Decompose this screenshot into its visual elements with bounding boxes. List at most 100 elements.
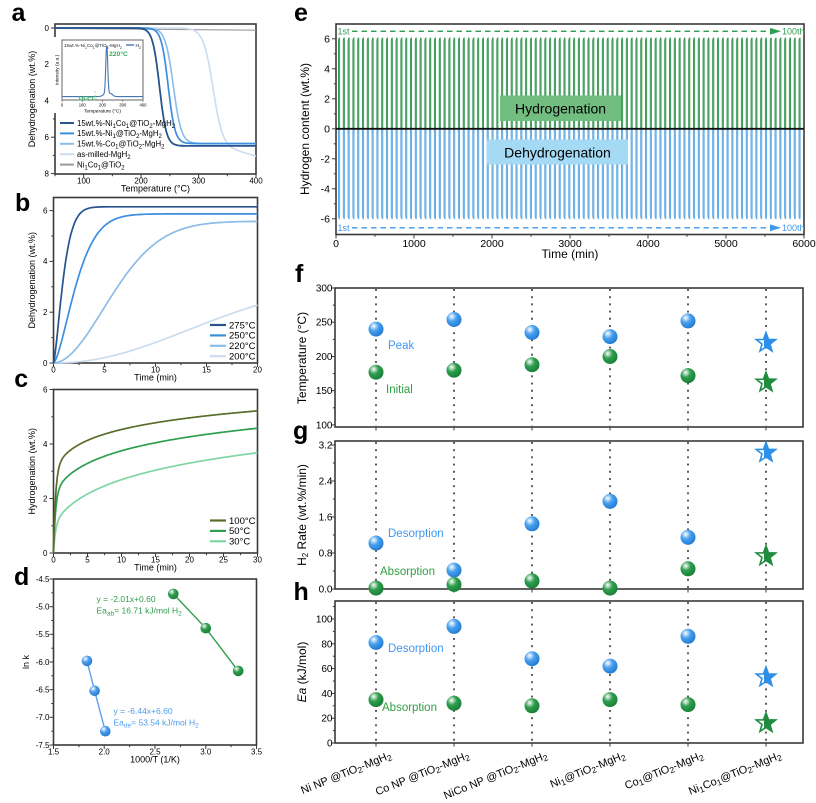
svg-text:2: 2 — [324, 93, 330, 105]
svg-text:4: 4 — [324, 63, 330, 75]
svg-text:Absorption: Absorption — [380, 566, 435, 578]
svg-text:Time (min): Time (min) — [134, 373, 177, 383]
svg-text:400: 400 — [140, 103, 148, 108]
svg-text:H2 Rate (wt.%/min): H2 Rate (wt.%/min) — [295, 464, 310, 566]
svg-text:Temperature (°C): Temperature (°C) — [84, 109, 121, 115]
svg-text:150: 150 — [316, 386, 333, 397]
svg-text:6: 6 — [43, 206, 48, 215]
svg-text:1000/T (1/K): 1000/T (1/K) — [130, 755, 180, 765]
svg-text:-6.5: -6.5 — [36, 686, 50, 695]
svg-text:20: 20 — [185, 556, 194, 565]
svg-text:-4.5: -4.5 — [36, 575, 50, 584]
svg-text:Hydrogenation (wt.%): Hydrogenation (wt.%) — [27, 428, 37, 515]
svg-text:y = -2.01x+0.60: y = -2.01x+0.60 — [97, 594, 156, 604]
svg-text:100: 100 — [316, 420, 333, 431]
svg-text:200°C: 200°C — [229, 352, 256, 363]
svg-text:4: 4 — [43, 257, 48, 266]
svg-text:2000: 2000 — [480, 238, 504, 250]
svg-text:-6: -6 — [321, 213, 330, 225]
svg-text:1.6: 1.6 — [319, 513, 333, 524]
svg-text:200: 200 — [99, 103, 107, 108]
svg-text:-5.5: -5.5 — [36, 630, 50, 639]
svg-text:Desorption: Desorption — [388, 528, 444, 540]
svg-text:30°C: 30°C — [229, 537, 250, 548]
svg-text:-6.0: -6.0 — [36, 658, 50, 667]
svg-text:100th: 100th — [782, 223, 805, 233]
svg-text:Dehydrogenation (wt.%): Dehydrogenation (wt.%) — [27, 51, 37, 148]
svg-text:300: 300 — [119, 103, 127, 108]
svg-text:6: 6 — [43, 385, 48, 394]
svg-text:3000: 3000 — [558, 238, 582, 250]
svg-text:5: 5 — [102, 366, 107, 375]
svg-text:220°C: 220°C — [109, 50, 128, 58]
svg-text:400: 400 — [249, 177, 263, 186]
svg-text:Ea (kJ/mol): Ea (kJ/mol) — [295, 642, 309, 703]
svg-text:-7.0: -7.0 — [36, 713, 50, 722]
svg-text:80: 80 — [321, 639, 333, 650]
svg-text:2: 2 — [43, 494, 48, 503]
svg-text:0: 0 — [51, 556, 56, 565]
svg-text:40: 40 — [321, 689, 333, 700]
svg-text:-4: -4 — [321, 183, 330, 195]
svg-text:Dehydrogenation: Dehydrogenation — [504, 145, 611, 161]
svg-text:200: 200 — [316, 352, 333, 363]
svg-text:50°C: 50°C — [229, 526, 250, 537]
svg-text:3.0: 3.0 — [200, 748, 212, 757]
svg-text:H2: H2 — [136, 43, 141, 50]
svg-text:Peak: Peak — [388, 340, 414, 352]
svg-text:-5.0: -5.0 — [36, 603, 50, 612]
svg-text:2: 2 — [45, 60, 50, 69]
svg-text:Eaab= 16.71 kJ/mol H2: Eaab= 16.71 kJ/mol H2 — [97, 606, 183, 618]
svg-text:Time (min): Time (min) — [134, 563, 177, 573]
svg-text:5: 5 — [85, 556, 90, 565]
svg-text:Temperature (°C): Temperature (°C) — [121, 184, 190, 194]
svg-text:15wt.%-Ni1@TiO2-MgH2: 15wt.%-Ni1@TiO2-MgH2 — [77, 129, 162, 140]
svg-text:300: 300 — [192, 177, 206, 186]
svg-text:6000: 6000 — [792, 238, 816, 250]
svg-text:0: 0 — [45, 24, 50, 33]
svg-text:Hydrogen content (wt.%): Hydrogen content (wt.%) — [298, 63, 312, 195]
svg-text:6: 6 — [45, 133, 50, 142]
svg-text:15wt.%-Co1@TiO2-MgH2: 15wt.%-Co1@TiO2-MgH2 — [77, 140, 165, 151]
svg-text:0.8: 0.8 — [319, 549, 333, 560]
svg-text:Initial: Initial — [386, 384, 413, 396]
svg-text:Eade= 53.54 kJ/mol H2: Eade= 53.54 kJ/mol H2 — [114, 718, 200, 730]
svg-text:1st: 1st — [338, 26, 351, 36]
svg-text:250°C: 250°C — [229, 331, 256, 342]
svg-text:2: 2 — [43, 308, 48, 317]
svg-text:Absorption: Absorption — [382, 702, 437, 714]
svg-text:2.0: 2.0 — [99, 748, 111, 757]
svg-text:1.5: 1.5 — [48, 748, 60, 757]
svg-text:0: 0 — [43, 359, 48, 368]
svg-text:1000: 1000 — [402, 238, 426, 250]
svg-text:100: 100 — [79, 103, 87, 108]
svg-text:0: 0 — [324, 123, 330, 135]
svg-text:5000: 5000 — [714, 238, 738, 250]
svg-text:Temperature (°C): Temperature (°C) — [295, 312, 309, 404]
svg-text:8: 8 — [45, 169, 50, 178]
svg-text:0: 0 — [327, 739, 333, 750]
svg-text:100°C: 100°C — [229, 516, 256, 527]
svg-text:0: 0 — [333, 238, 339, 250]
svg-text:Ni1Co1@TiO2: Ni1Co1@TiO2 — [77, 160, 125, 171]
svg-text:275°C: 275°C — [229, 320, 256, 331]
svg-text:0: 0 — [43, 549, 48, 558]
svg-text:60: 60 — [321, 664, 333, 675]
svg-text:20: 20 — [321, 714, 333, 725]
svg-text:2.4: 2.4 — [319, 477, 333, 488]
svg-text:300: 300 — [316, 284, 333, 295]
svg-text:-2: -2 — [321, 153, 330, 165]
svg-text:ln k: ln k — [21, 655, 31, 670]
svg-text:0: 0 — [61, 103, 64, 108]
svg-text:15wt.%-Ni1Co1@TiO2-MgH2: 15wt.%-Ni1Co1@TiO2-MgH2 — [77, 119, 176, 130]
svg-text:0: 0 — [51, 366, 56, 375]
svg-text:163°C: 163°C — [78, 95, 97, 103]
svg-text:25: 25 — [219, 556, 228, 565]
svg-text:10: 10 — [117, 556, 126, 565]
svg-text:15: 15 — [202, 366, 211, 375]
svg-text:100th: 100th — [782, 27, 805, 37]
svg-text:as-milled-MgH2: as-milled-MgH2 — [77, 150, 131, 161]
svg-text:0.0: 0.0 — [319, 585, 333, 596]
svg-text:220°C: 220°C — [229, 341, 256, 352]
svg-text:Hydrogenation: Hydrogenation — [515, 101, 606, 117]
